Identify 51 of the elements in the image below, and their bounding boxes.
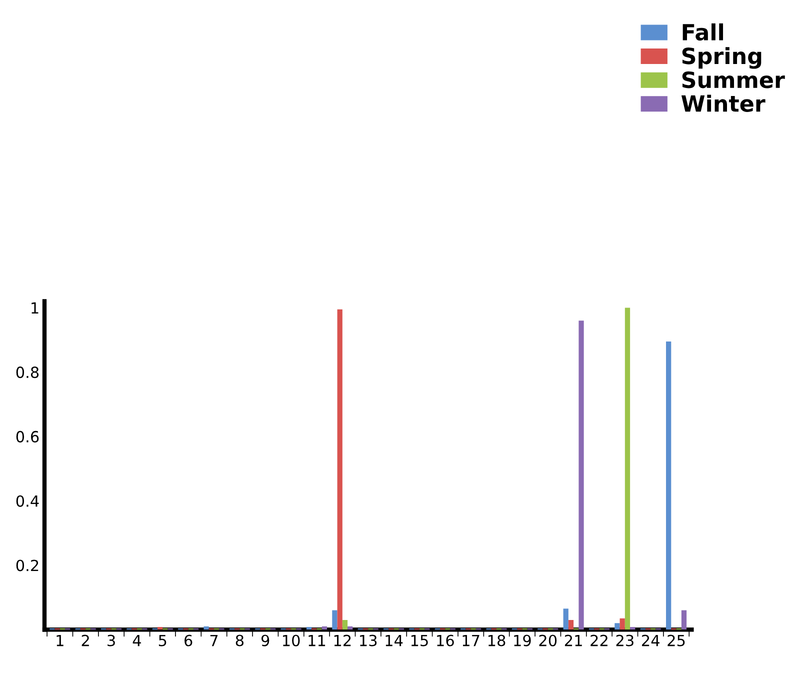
x-tick-label: 16 xyxy=(437,634,454,646)
x-tick-label: 23 xyxy=(616,634,634,646)
bar xyxy=(306,627,312,630)
legend-label: Fall xyxy=(682,23,724,41)
bar xyxy=(204,626,209,630)
bar xyxy=(666,342,672,630)
y-tick-label: 0.4 xyxy=(16,495,39,507)
bar xyxy=(620,618,625,630)
y-tick-label: 0.8 xyxy=(16,366,39,378)
x-tick-label: 22 xyxy=(590,634,608,646)
bar xyxy=(630,627,636,630)
x-tick-label: 14 xyxy=(386,634,403,646)
x-tick-label: 11 xyxy=(308,634,326,646)
x-tick-label: 18 xyxy=(488,634,506,646)
x-tick-label: 8 xyxy=(236,634,244,646)
x-tick-label: 10 xyxy=(283,634,300,646)
legend-label: Winter xyxy=(681,94,766,112)
x-tick-label: 13 xyxy=(360,634,377,646)
bar xyxy=(322,626,328,630)
bar xyxy=(681,610,687,630)
bar xyxy=(624,308,630,630)
x-tick-label: 25 xyxy=(668,634,685,646)
y-tick-label: 0.6 xyxy=(16,430,39,442)
bar xyxy=(158,627,163,630)
bar xyxy=(568,620,574,630)
legend-label: Spring xyxy=(682,47,762,69)
y-tick-label: 0.2 xyxy=(16,560,38,572)
bar xyxy=(342,620,348,630)
x-tick-label: 17 xyxy=(462,634,480,646)
bar xyxy=(578,320,584,630)
x-tick-label: 3 xyxy=(108,634,115,646)
bar xyxy=(614,623,620,630)
x-tick-label: 9 xyxy=(261,634,270,646)
bar xyxy=(348,626,353,630)
bar xyxy=(563,608,568,630)
x-tick-label: 4 xyxy=(132,634,141,646)
x-tick-label: 1 xyxy=(56,634,64,646)
bar xyxy=(337,309,342,630)
x-tick-label: 5 xyxy=(158,634,166,646)
y-tick-label: 1 xyxy=(32,302,38,314)
x-tick-label: 2 xyxy=(82,634,89,646)
x-tick-label: 15 xyxy=(411,634,428,646)
x-tick-label: 6 xyxy=(184,634,192,646)
legend-label: Summer xyxy=(682,71,785,88)
x-tick-label: 20 xyxy=(539,634,557,646)
x-tick-label: 24 xyxy=(642,634,660,646)
x-tick-label: 12 xyxy=(334,634,351,646)
x-tick-label: 21 xyxy=(564,634,582,646)
x-tick-label: 19 xyxy=(514,634,531,646)
x-tick-label: 7 xyxy=(210,634,218,646)
bar xyxy=(332,610,338,630)
